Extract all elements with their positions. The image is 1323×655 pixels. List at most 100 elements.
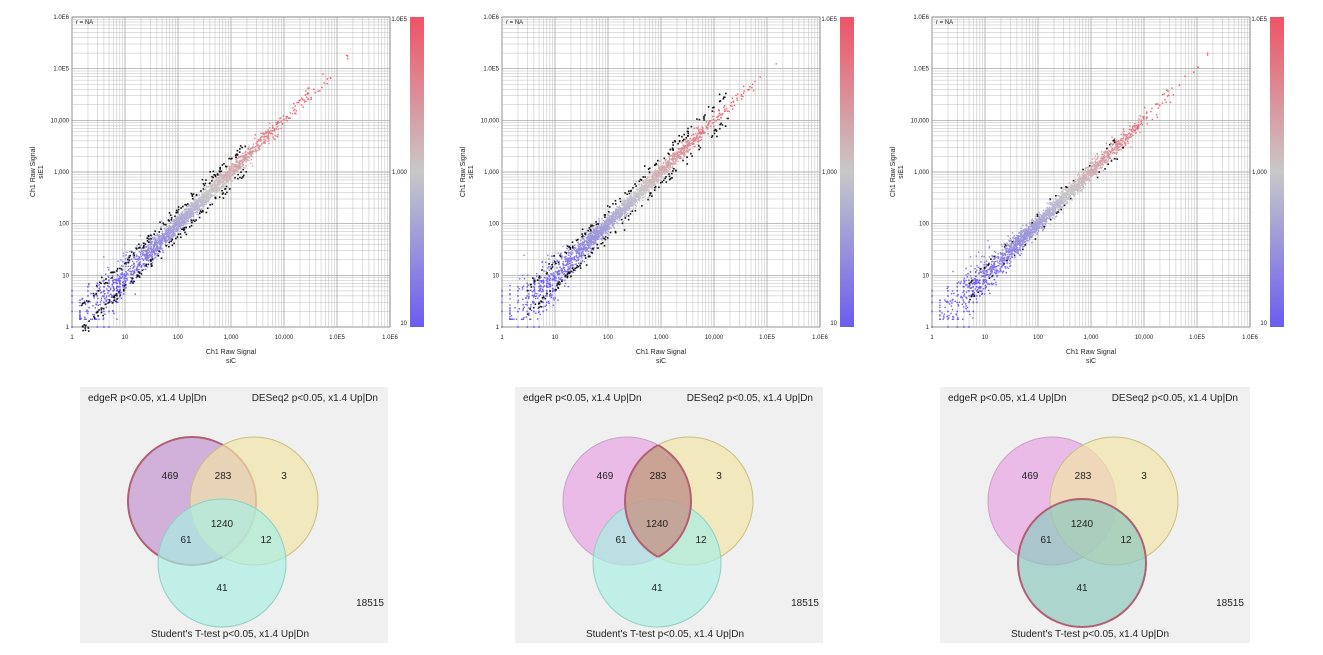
scatter-point <box>674 153 677 155</box>
scatter-point <box>192 215 195 218</box>
scatter-point <box>178 216 180 218</box>
scatter-point <box>142 249 145 252</box>
scatter-point <box>593 230 595 233</box>
scatter-point <box>629 200 631 203</box>
scatter-point <box>566 248 569 250</box>
scatter-point <box>509 289 511 291</box>
scatter-point <box>538 295 540 297</box>
scatter-point <box>700 128 702 131</box>
highlighted-point <box>720 122 722 125</box>
scatter-point <box>81 297 84 300</box>
scatter-point <box>228 166 231 168</box>
scatter-point <box>610 215 612 217</box>
scatter-point <box>551 294 553 296</box>
scatter-point <box>167 238 170 240</box>
scatter-point <box>651 173 654 176</box>
scatter-point <box>683 155 686 157</box>
scatter-point <box>241 165 244 167</box>
venn-set-label-edger: edgeR p<0.05, x1.4 Up|Dn <box>88 393 207 404</box>
scatter-point <box>99 303 101 306</box>
scatter-point <box>501 310 503 313</box>
highlighted-point <box>648 171 651 173</box>
y-tick-label: 100 <box>489 222 500 228</box>
scatter-point <box>214 181 217 184</box>
scatter-point <box>184 222 187 224</box>
scatter-point <box>228 175 230 178</box>
highlighted-point <box>87 330 90 332</box>
scatter-point <box>273 138 275 140</box>
scatter-point <box>236 164 238 167</box>
scatter-point <box>718 114 720 117</box>
scatter-point <box>147 244 150 246</box>
scatter-point <box>642 194 645 196</box>
scatter-point <box>657 164 660 167</box>
scatter-point <box>603 222 605 225</box>
scatter-point <box>708 123 710 125</box>
scatter-point <box>165 230 167 233</box>
scatter-point <box>264 140 266 143</box>
scatter-point <box>681 147 683 149</box>
scatter-point <box>709 120 711 122</box>
scatter-point <box>697 143 699 146</box>
scatter-point <box>125 274 128 276</box>
scatter-point <box>666 169 668 171</box>
scatter-point <box>164 229 166 231</box>
scatter-point <box>138 256 141 259</box>
scatter-point <box>136 261 138 263</box>
scatter-point <box>571 261 573 264</box>
scatter-point <box>731 97 734 99</box>
scatter-point <box>170 237 172 239</box>
scatter-point <box>159 246 162 248</box>
highlighted-point <box>230 158 232 160</box>
scatter-point <box>624 202 626 204</box>
highlighted-point <box>575 239 578 242</box>
scatter-point <box>659 173 662 175</box>
scatter-point <box>669 161 671 164</box>
scatter-point <box>145 256 148 259</box>
scatter-point <box>181 211 184 213</box>
scatter-point <box>95 294 97 296</box>
scatter-point <box>599 235 602 237</box>
scatter-point <box>645 184 647 186</box>
scatter-point <box>579 248 582 250</box>
scatter-point <box>154 257 156 259</box>
scatter-point <box>87 326 89 328</box>
highlighted-point <box>118 290 120 293</box>
highlighted-point <box>724 96 726 99</box>
scatter-point <box>205 191 207 193</box>
scatter-point <box>551 279 554 281</box>
scatter-point <box>145 246 148 248</box>
scatter-point <box>526 282 529 285</box>
scatter-point <box>107 275 110 278</box>
scatter-point <box>307 98 310 101</box>
highlighted-point <box>102 307 105 310</box>
scatter-points <box>71 54 349 332</box>
highlighted-point <box>138 271 140 273</box>
venn-circle-ttest[interactable] <box>157 498 287 628</box>
highlighted-point <box>194 220 196 223</box>
scatter-point <box>244 160 246 162</box>
scatter-point <box>538 288 541 290</box>
scatter-point <box>161 232 163 235</box>
scatter-point <box>693 145 695 148</box>
highlighted-point <box>195 219 197 221</box>
scatter-point <box>718 110 721 112</box>
scatter-point <box>158 239 160 242</box>
scatter-point <box>627 205 630 208</box>
scatter-point <box>535 275 538 277</box>
scatter-point <box>553 277 555 280</box>
highlighted-point <box>105 278 107 280</box>
scatter-point <box>596 247 598 249</box>
scatter-point <box>153 249 155 251</box>
scatter-point <box>531 290 534 293</box>
colorbar-label: 1,000 <box>822 170 838 176</box>
scatter-point <box>694 138 696 140</box>
scatter-point <box>79 318 81 320</box>
scatter-point <box>249 152 252 154</box>
scatter-point <box>177 212 180 215</box>
scatter-point <box>707 133 709 135</box>
highlighted-point <box>219 171 221 173</box>
scatter-point <box>107 266 109 269</box>
scatter-point <box>636 196 638 198</box>
scatter-point <box>626 208 628 210</box>
